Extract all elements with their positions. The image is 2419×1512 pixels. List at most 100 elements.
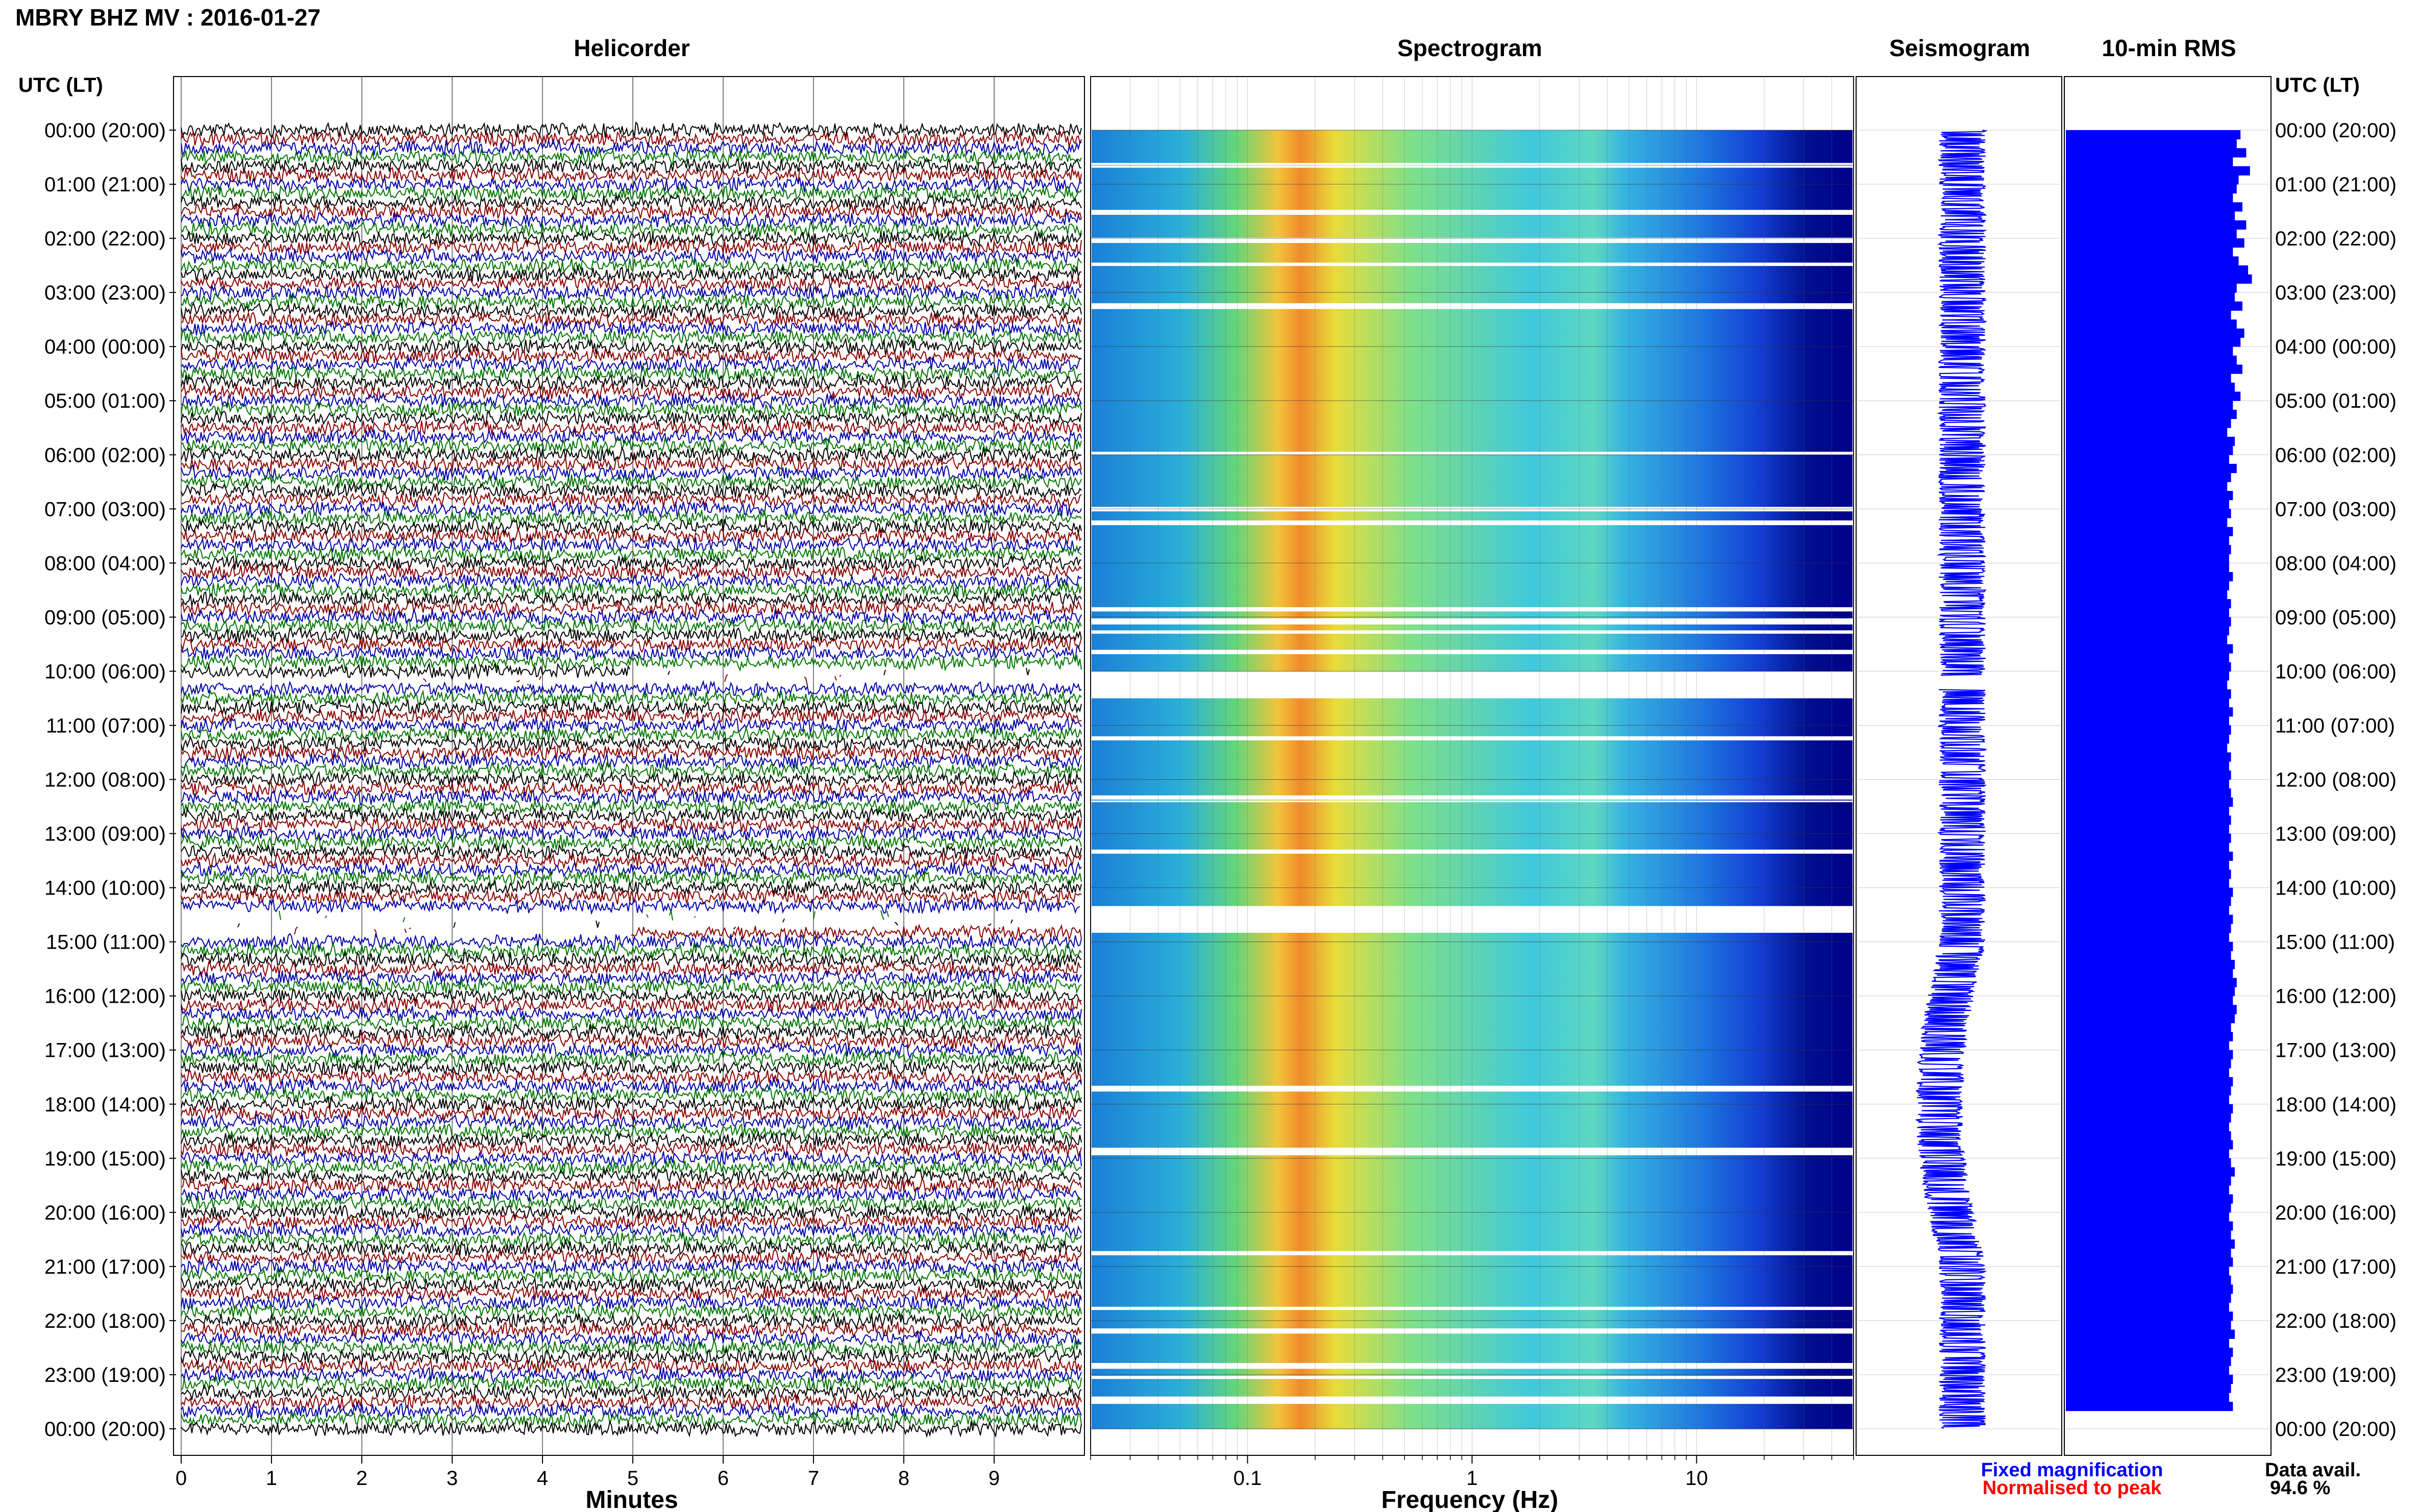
time-tick-label-right: 12:00 (08:00)	[2275, 769, 2397, 791]
rms-bar	[2066, 797, 2233, 807]
seismogram-panel	[1856, 76, 2062, 1456]
rms-bar	[2066, 788, 2231, 798]
rms-bar	[2066, 770, 2231, 780]
rms-bar	[2066, 653, 2229, 663]
helicorder-trace	[181, 1032, 1082, 1050]
rms-bar	[2066, 310, 2231, 320]
time-axis-label-left: UTC (LT)	[18, 74, 103, 96]
helicorder-trace	[181, 752, 1082, 771]
minutes-tick-label: 4	[537, 1467, 548, 1490]
rms-bar	[2066, 175, 2239, 185]
time-tick-label-left: 04:00 (00:00)	[44, 336, 166, 358]
minutes-tick-label: 8	[898, 1467, 909, 1490]
spectrogram-strip	[1092, 418, 1853, 428]
helicorder-trace	[181, 121, 1082, 139]
spectrogram-strip	[1092, 364, 1853, 374]
time-tick-label-right: 08:00 (04:00)	[2275, 552, 2397, 575]
rms-bar	[2066, 1284, 2233, 1294]
spectrogram-strip	[1092, 851, 1853, 861]
time-tick-label-left: 01:00 (21:00)	[44, 173, 166, 196]
rms-bar	[2066, 166, 2250, 176]
spectrogram-strip	[1092, 202, 1853, 212]
helicorder-trace	[181, 951, 1082, 969]
spectrogram-dropout	[1092, 1306, 1853, 1310]
helicorder-trace	[181, 842, 1082, 860]
spectrogram-strip	[1092, 752, 1853, 762]
time-tick-label-right: 00:00 (20:00)	[2275, 1418, 2397, 1441]
spectrogram-dropout	[1092, 163, 1853, 165]
rms-bar	[2066, 1221, 2233, 1231]
helicorder-trace	[181, 1320, 1082, 1339]
rms-bar	[2066, 1320, 2231, 1330]
rms-bar	[2066, 490, 2233, 501]
time-tick-label-left: 06:00 (02:00)	[44, 444, 166, 466]
helicorder-trace	[181, 1267, 1082, 1285]
spectrogram-strip	[1092, 951, 1853, 960]
spectrogram-dropout	[1092, 800, 1853, 803]
time-tick-label-left: 00:00 (20:00)	[44, 1418, 166, 1441]
frequency-axis-label: Frequency (Hz)	[1381, 1486, 1559, 1512]
spectrogram-strip	[1092, 328, 1853, 338]
helicorder-trace	[181, 264, 1082, 284]
time-tick-label-left: 11:00 (07:00)	[46, 714, 166, 737]
spectrogram-strip	[1092, 770, 1853, 780]
spectrogram-strip	[1092, 833, 1853, 843]
spectrogram-dropout	[1092, 849, 1853, 854]
time-tick-label-right: 07:00 (03:00)	[2275, 498, 2397, 520]
helicorder-trace	[181, 1176, 1082, 1194]
panel-title-rms: 10-min RMS	[2102, 35, 2236, 61]
rms-bar	[2066, 572, 2233, 582]
spectrogram-strip	[1092, 590, 1853, 600]
rms-bar	[2066, 689, 2231, 699]
spectrogram-strip	[1092, 635, 1853, 645]
rms-bar	[2066, 851, 2233, 861]
rms-bar	[2066, 211, 2235, 221]
helicorder-trace	[181, 148, 1082, 167]
helicorder-trace	[181, 1365, 1082, 1384]
time-tick-label-right: 02:00 (22:00)	[2275, 228, 2397, 250]
rms-bar	[2066, 779, 2229, 789]
rms-bar	[2066, 978, 2237, 987]
spectrogram-strip	[1092, 130, 1853, 140]
helicorder-trace	[181, 789, 1082, 807]
spectrogram-strip	[1092, 1293, 1853, 1303]
helicorder-trace	[181, 384, 1082, 401]
helicorder-trace	[181, 1068, 1082, 1087]
helicorder-trace	[181, 445, 1082, 464]
rms-bar	[2066, 1257, 2233, 1267]
spectrogram-dropout	[1092, 1085, 1853, 1092]
time-tick-label-left: 03:00 (23:00)	[44, 282, 166, 304]
time-tick-label-left: 12:00 (08:00)	[44, 769, 166, 791]
helicorder-trace	[181, 798, 1082, 815]
helicorder-trace	[181, 959, 1082, 978]
helicorder-trace	[181, 761, 1082, 779]
rms-bar	[2066, 337, 2241, 347]
spectrogram-strip	[1092, 139, 1853, 148]
time-tick-label-left: 02:00 (22:00)	[44, 228, 166, 250]
rms-bar	[2066, 599, 2231, 609]
spectrogram-strip	[1092, 148, 1853, 158]
rms-bar	[2066, 463, 2237, 474]
rms-bar	[2066, 1095, 2229, 1105]
rms-bar	[2066, 536, 2229, 546]
rms-bar	[2066, 1248, 2231, 1258]
rms-bar	[2066, 815, 2231, 825]
rms-bar	[2066, 1293, 2231, 1303]
helicorder-trace	[181, 183, 1082, 203]
time-tick-label-left: 13:00 (09:00)	[44, 823, 166, 846]
time-tick-label-right: 03:00 (23:00)	[2275, 282, 2397, 304]
rms-bar	[2066, 509, 2231, 518]
helicorder-trace	[181, 1303, 1082, 1321]
spectrogram-strip	[1092, 482, 1853, 491]
time-tick-label-right: 01:00 (21:00)	[2275, 173, 2397, 196]
spectrogram-strip	[1092, 319, 1853, 329]
spectrogram-dropout	[1092, 795, 1853, 800]
rms-bar	[2066, 924, 2231, 933]
helicorder-trace	[181, 968, 1082, 987]
spectrogram-strip	[1092, 1221, 1853, 1231]
spectrogram-strip	[1092, 1050, 1853, 1059]
helicorder-panel	[173, 76, 1085, 1456]
time-tick-label-right: 14:00 (10:00)	[2275, 877, 2397, 900]
rms-bar	[2066, 1059, 2231, 1069]
